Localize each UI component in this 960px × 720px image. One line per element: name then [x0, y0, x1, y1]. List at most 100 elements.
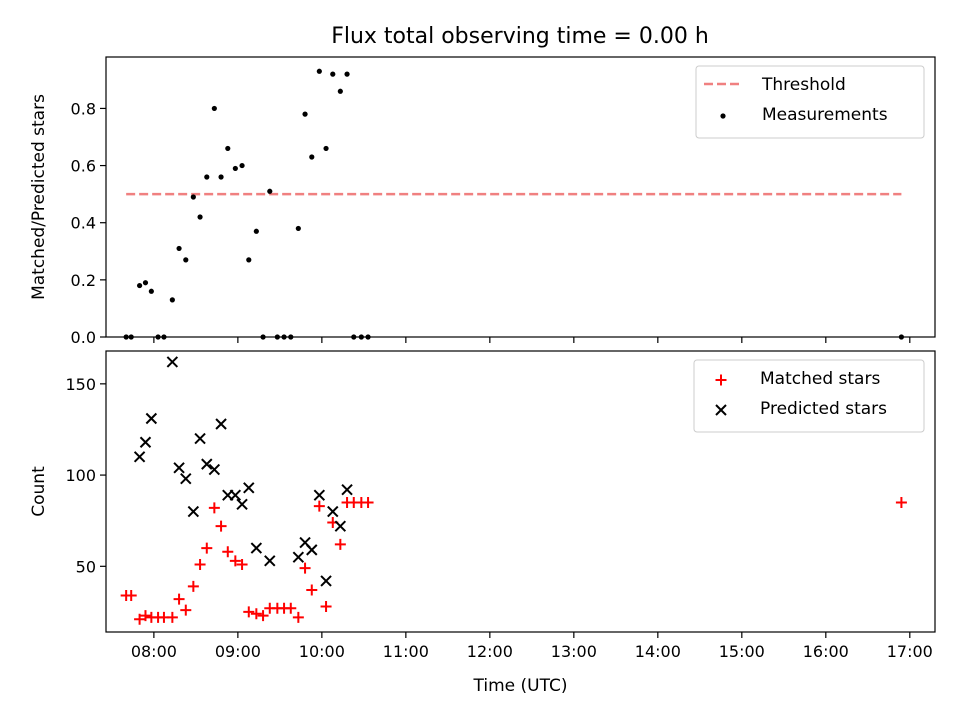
data-point	[267, 188, 273, 194]
plot-frame	[105, 350, 936, 633]
data-point	[215, 520, 227, 532]
data-point	[176, 245, 182, 252]
series-measurements	[123, 68, 905, 340]
y-tick-label: 100	[65, 466, 96, 485]
x-tick-label: 17:00	[887, 642, 933, 661]
legend-swatch	[715, 374, 727, 386]
data-point	[134, 613, 146, 625]
data-point	[142, 280, 149, 286]
legend-swatch	[720, 113, 726, 119]
data-point	[316, 68, 322, 74]
data-point	[236, 498, 248, 510]
x-tick-label: 14:00	[635, 642, 681, 661]
series-matched-stars	[120, 496, 907, 625]
data-point	[187, 580, 199, 592]
legend-label: Predicted stars	[760, 399, 887, 419]
data-point	[337, 88, 343, 94]
data-point	[211, 105, 217, 112]
y-tick-label: 0.4	[71, 214, 96, 233]
data-point	[246, 257, 252, 263]
data-point	[204, 174, 210, 180]
data-point	[320, 575, 332, 587]
data-point	[194, 558, 206, 570]
panel-bottom: 08:00 09:00 10:00 11:00 12:00 13:00 14:00 15:00…	[29, 350, 936, 696]
data-point	[895, 496, 907, 508]
legend-box	[695, 65, 925, 139]
data-point	[344, 71, 350, 77]
data-point	[190, 194, 196, 200]
data-point	[173, 593, 185, 605]
x-tick-label: 11:00	[383, 642, 429, 661]
x-tick-label: 09:00	[215, 642, 261, 661]
plot-frame	[105, 56, 936, 338]
x-tick-label: 10:00	[299, 642, 345, 661]
data-point	[334, 538, 346, 550]
data-point	[327, 505, 339, 518]
data-point	[309, 154, 315, 160]
data-point	[320, 600, 332, 612]
data-point	[229, 489, 242, 501]
data-point	[306, 584, 318, 596]
data-point	[302, 111, 308, 117]
legend-label: Matched stars	[760, 369, 880, 389]
legend-label: Threshold	[761, 75, 846, 95]
data-point	[180, 473, 192, 485]
data-point	[201, 458, 213, 470]
data-point	[243, 482, 255, 494]
y-tick-label: 0.2	[71, 271, 96, 290]
x-tick-label: 08:00	[131, 642, 177, 661]
data-point	[257, 610, 269, 622]
data-point	[243, 606, 255, 618]
data-point	[166, 356, 179, 368]
data-point	[201, 542, 213, 554]
data-point	[239, 162, 245, 169]
data-point	[323, 145, 329, 152]
data-point	[194, 432, 206, 445]
panel-top: 0.0 0.2 0.4 0.6 0.8 Matched/Predicted stars Th…	[29, 56, 936, 347]
y-axis-label: Count	[29, 466, 49, 517]
data-point	[225, 145, 231, 152]
y-tick-label: 0.0	[71, 328, 96, 347]
data-point	[330, 71, 336, 77]
data-point	[292, 551, 305, 563]
data-point	[264, 555, 276, 567]
x-tick-label: 16:00	[803, 642, 849, 661]
legend-swatch	[715, 404, 727, 416]
legend-label: Measurements	[762, 105, 888, 125]
data-point	[362, 496, 374, 508]
series-predicted-stars	[133, 356, 353, 587]
data-point	[218, 174, 224, 180]
data-point	[136, 282, 143, 289]
data-point	[285, 602, 297, 614]
data-point	[208, 502, 220, 514]
legend-box	[693, 359, 925, 433]
data-point	[148, 288, 154, 294]
data-point	[250, 542, 263, 554]
data-point	[166, 611, 178, 623]
data-point	[187, 505, 200, 518]
y-tick-label: 50	[76, 557, 96, 576]
data-point	[215, 418, 227, 430]
x-axis-label: Time (UTC)	[473, 676, 568, 696]
data-point	[295, 225, 301, 232]
y-tick-label: 0.8	[71, 99, 96, 118]
data-point	[334, 520, 347, 532]
x-tick-label: 15:00	[719, 642, 765, 661]
y-tick-label: 0.6	[71, 157, 96, 176]
data-point	[173, 462, 185, 474]
data-point	[222, 546, 234, 558]
data-point	[299, 562, 311, 574]
data-point	[313, 489, 326, 501]
data-point	[133, 451, 146, 463]
data-point	[197, 214, 203, 220]
data-point	[306, 544, 318, 556]
data-point	[292, 611, 304, 623]
data-point	[139, 436, 152, 448]
data-point	[183, 257, 189, 263]
data-point	[145, 412, 158, 425]
data-point	[169, 297, 175, 303]
x-tick-label: 12:00	[467, 642, 513, 661]
x-tick-label: 13:00	[551, 642, 597, 661]
data-point	[253, 228, 259, 234]
